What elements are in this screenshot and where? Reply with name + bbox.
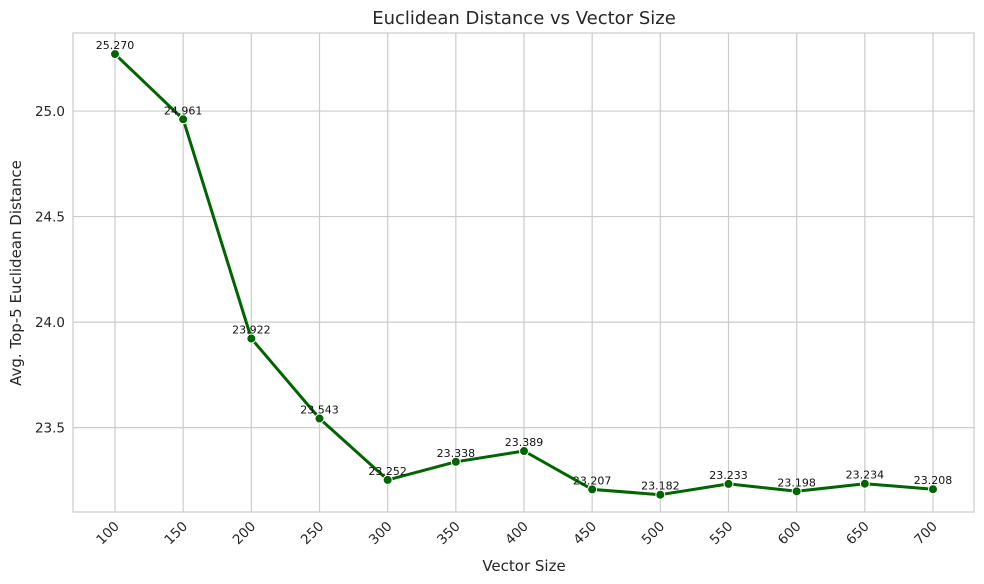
y-axis-ticks: 23.5 24.0 24.5 25.0	[35, 104, 65, 437]
data-point	[314, 413, 325, 424]
y-tick-label: 24.5	[35, 210, 65, 226]
x-axis-label: Vector Size	[482, 557, 565, 575]
data-point	[110, 49, 120, 60]
data-point	[928, 484, 938, 495]
data-point	[655, 489, 666, 500]
x-tick-label: 600	[775, 519, 805, 549]
x-tick-label: 500	[639, 519, 669, 549]
data-label: 23.198	[777, 476, 816, 489]
data-label: 23.234	[846, 469, 885, 482]
x-gridlines	[114, 33, 934, 512]
data-label: 23.233	[709, 469, 748, 482]
x-tick-label: 700	[911, 519, 941, 549]
data-point	[723, 478, 734, 489]
data-label: 23.338	[437, 447, 476, 460]
data-label: 23.207	[573, 474, 612, 487]
x-tick-label: 250	[298, 519, 328, 549]
x-tick-label: 550	[707, 519, 737, 549]
data-point	[859, 478, 870, 489]
data-label: 23.182	[641, 480, 680, 493]
data-point	[519, 446, 529, 457]
x-tick-label: 200	[230, 519, 260, 549]
data-label: 23.389	[505, 436, 544, 449]
data-points	[110, 49, 938, 500]
x-tick-label: 450	[570, 519, 600, 549]
plot-frame	[72, 32, 975, 513]
x-tick-label: 650	[843, 519, 873, 549]
data-point	[587, 484, 598, 495]
data-label: 25.270	[96, 39, 135, 52]
y-tick-label: 23.5	[35, 421, 65, 437]
x-tick-label: 300	[366, 519, 396, 549]
data-point	[382, 474, 393, 485]
data-point	[450, 456, 461, 467]
data-point	[178, 114, 189, 125]
x-tick-label: 400	[502, 519, 532, 549]
x-axis-ticks: 100 150 200 250 300 350 400 450 500 550 600 650 700	[93, 519, 941, 549]
y-tick-label: 25.0	[35, 104, 65, 120]
chart-title: Euclidean Distance vs Vector Size	[372, 8, 676, 29]
data-label: 23.543	[300, 404, 339, 417]
x-tick-label: 100	[93, 519, 123, 549]
x-tick-label: 350	[434, 519, 464, 549]
data-label: 24.961	[164, 104, 203, 117]
data-label: 23.252	[368, 465, 407, 478]
data-point	[246, 333, 257, 344]
data-point	[791, 486, 802, 497]
data-labels: 25.270 24.961 23.922 23.543 23.252 23.338 23.3…	[96, 39, 953, 493]
y-axis-label: Avg. Top-5 Euclidean Distance	[7, 160, 25, 386]
x-tick-label: 150	[161, 519, 191, 549]
data-label: 23.208	[914, 474, 953, 487]
data-label: 23.922	[232, 324, 271, 337]
y-tick-label: 24.0	[35, 315, 65, 331]
